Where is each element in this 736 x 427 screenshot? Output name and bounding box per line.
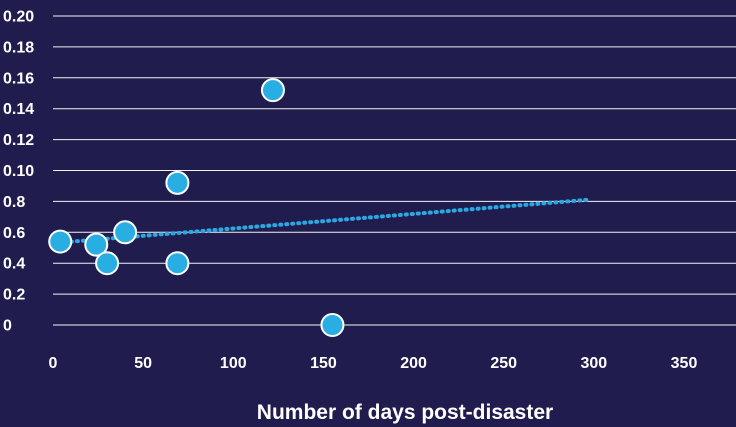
data-point [48,229,73,254]
y-tick-label: 0.14 [3,101,34,118]
y-tick-label: 0.2 [3,287,25,304]
x-tick-label: 150 [310,355,337,372]
data-point [165,251,190,276]
data-point [84,232,109,257]
y-tick-label: 0.12 [3,132,34,149]
y-tick-label: 0.20 [3,9,34,26]
x-tick-label: 100 [220,355,247,372]
data-point [260,78,285,103]
x-axis-label: Number of days post-disaster [257,401,553,424]
y-tick-label: 0.18 [3,39,34,56]
y-tick-label: 0.16 [3,70,34,87]
y-tick-label: 0.8 [3,194,25,211]
x-tick-label: 0 [49,355,58,372]
x-tick-label: 350 [671,355,698,372]
data-point [95,251,120,276]
data-point [113,220,138,245]
x-tick-label: 200 [400,355,427,372]
data-point [320,313,345,337]
y-tick-label: 0.10 [3,163,34,180]
y-tick-label: 0 [3,318,12,335]
y-tick-label: 0.4 [3,256,25,273]
y-tick-label: 0.6 [3,225,25,242]
x-tick-label: 50 [134,355,152,372]
data-point [165,170,190,195]
x-tick-label: 300 [581,355,608,372]
trend-line [51,197,589,246]
x-tick-label: 250 [490,355,517,372]
